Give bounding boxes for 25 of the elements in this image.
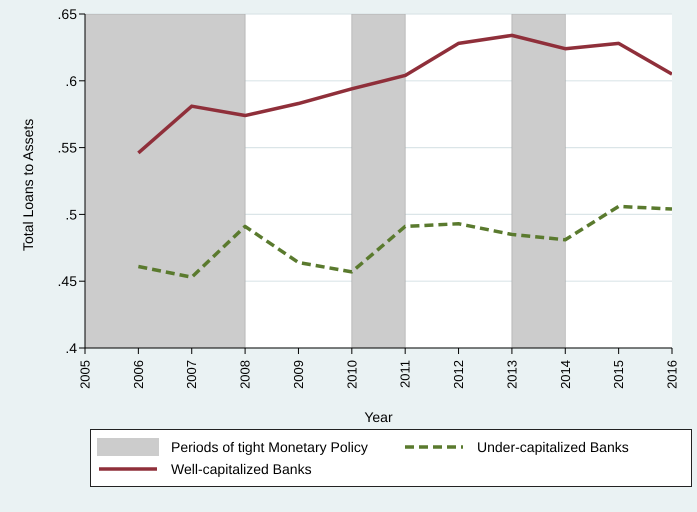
y-tick-label: .45 [58, 273, 78, 290]
x-tick-label: 2012 [451, 360, 466, 389]
line-series [136, 34, 672, 155]
x-tick-label: 2010 [344, 360, 360, 389]
x-tick-label: 2008 [238, 360, 253, 389]
legend-label: Under-capitalized Banks [477, 439, 629, 455]
y-tick-label: .65 [58, 6, 78, 22]
x-tick-label: 2005 [78, 360, 92, 389]
x-tick-label: 2006 [130, 360, 146, 389]
x-tick-label: 2014 [558, 360, 573, 389]
legend-label: Periods of tight Monetary Policy [171, 439, 368, 455]
line-series [136, 204, 672, 279]
y-tick-label: .6 [65, 72, 78, 89]
x-tick-label: 2016 [664, 360, 680, 389]
x-tick-label: 2013 [504, 360, 520, 389]
y-tick-label: .4 [65, 340, 78, 356]
x-tick-label: 2007 [184, 360, 200, 389]
legend-label: Well-capitalized Banks [171, 461, 312, 477]
x-tick-label: 2015 [611, 360, 626, 389]
x-axis-title: Year [364, 409, 393, 425]
y-tick-label: .55 [58, 140, 78, 156]
x-tick-label: 2011 [398, 360, 413, 388]
x-tick-label: 2009 [290, 360, 306, 389]
y-axis-title: Total Loans to Assets [20, 118, 36, 251]
y-tick-label: .5 [65, 206, 78, 222]
